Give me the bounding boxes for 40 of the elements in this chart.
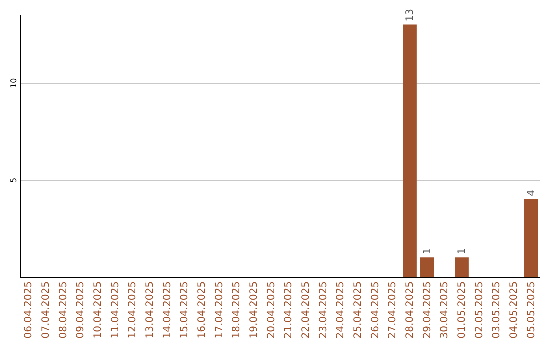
x-tick-label: 15.04.2025 [180, 282, 191, 339]
y-tick-label: 10 [10, 78, 18, 89]
data-label: 1 [457, 248, 468, 255]
x-tick-label: 26.04.2025 [370, 282, 382, 339]
data-label: 13 [405, 8, 416, 22]
x-tick-label: 03.05.2025 [492, 282, 503, 339]
x-tick-label: 04.05.2025 [509, 282, 520, 339]
data-label: 4 [526, 190, 538, 196]
x-tick-label: 25.04.2025 [353, 282, 364, 339]
x-tick-label: 16.04.2025 [197, 282, 208, 339]
x-tick-label: 07.04.2025 [41, 282, 52, 339]
bar [455, 258, 469, 277]
x-tick-label: 09.04.2025 [76, 282, 87, 339]
x-tick-label: 27.04.2025 [388, 282, 399, 339]
x-tick-label: 20.04.2025 [266, 282, 278, 339]
x-tick-label: 29.04.2025 [422, 282, 434, 339]
x-tick-label: 08.04.2025 [58, 282, 70, 339]
x-tick-label: 21.04.2025 [284, 282, 295, 339]
x-tick-label: 23.04.2025 [318, 282, 330, 339]
x-tick-label: 24.04.2025 [336, 282, 347, 339]
y-tick-label: 5 [10, 178, 18, 184]
x-tick-label: 06.04.2025 [24, 282, 35, 339]
bar [403, 24, 417, 277]
x-tick-label: 14.04.2025 [162, 282, 174, 339]
x-tick-label: 22.04.2025 [301, 282, 312, 339]
x-tick-label: 10.04.2025 [93, 282, 104, 339]
x-tick-label: 13.04.2025 [145, 282, 156, 339]
x-tick-label: 12.04.2025 [128, 282, 139, 339]
data-label: 1 [422, 248, 434, 255]
x-tick-label: 18.04.2025 [232, 282, 243, 339]
x-tick-label: 17.04.2025 [214, 282, 226, 339]
x-tick-label: 28.04.2025 [405, 282, 416, 339]
x-tick-label: 30.04.2025 [440, 282, 451, 339]
x-tick-label: 02.05.2025 [474, 282, 486, 339]
x-tick-label: 19.04.2025 [249, 282, 260, 339]
x-tick-label: 01.05.2025 [457, 282, 468, 339]
bar [420, 258, 434, 277]
x-tick-label: 11.04.2025 [110, 282, 122, 339]
bar [524, 199, 538, 277]
x-tick-label: 05.05.2025 [526, 282, 538, 339]
